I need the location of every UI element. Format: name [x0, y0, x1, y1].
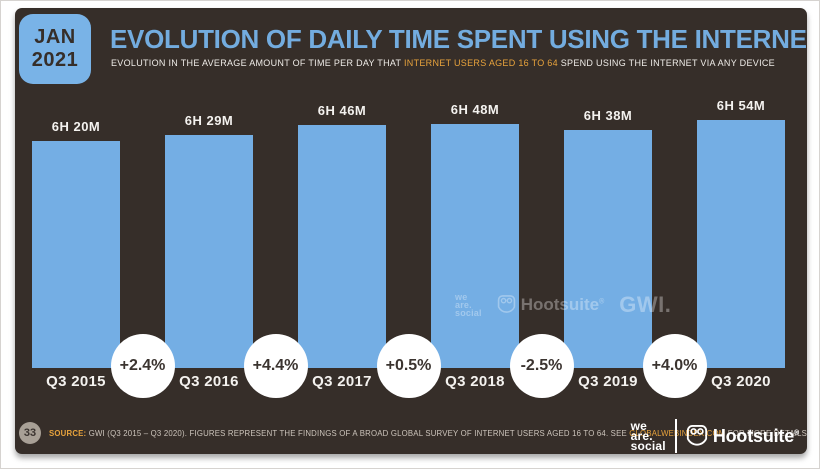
pct-change-badge: +2.4% [111, 334, 175, 398]
bar-value-label: 6H 48M [415, 102, 535, 117]
bar-value-label: 6H 20M [16, 119, 136, 134]
hootsuite-logo: Hootsuite® [686, 424, 799, 449]
bar-value-label: 6H 46M [282, 103, 402, 118]
pct-change-badge: -2.5% [510, 334, 574, 398]
hootsuite-owl-icon [686, 424, 708, 449]
bar-value-label: 6H 54M [681, 98, 801, 113]
pct-change-badge: +0.5% [377, 334, 441, 398]
hootsuite-logo-text: Hootsuite® [713, 426, 799, 447]
source-note: SOURCE: GWI (Q3 2015 – Q3 2020). FIGURES… [49, 429, 649, 438]
bar [165, 135, 253, 368]
bar [564, 130, 652, 368]
source-text-pre: GWI (Q3 2015 – Q3 2020). FIGURES REPRESE… [86, 429, 629, 438]
we-are-social-logo: we are. social [631, 421, 666, 451]
page-number-badge: 33 [19, 422, 41, 444]
bar-chart: 6H 20MQ3 20156H 29MQ3 20166H 46MQ3 20176… [15, 8, 807, 454]
report-slide: JAN 2021 EVOLUTION OF DAILY TIME SPENT U… [15, 8, 807, 454]
brand-logos: we are. social Hootsuite® [631, 416, 799, 454]
pct-change-badge: +4.4% [244, 334, 308, 398]
bar-value-label: 6H 29M [149, 113, 269, 128]
bar-value-label: 6H 38M [548, 108, 668, 123]
bar [32, 141, 120, 368]
source-label: SOURCE: [49, 429, 86, 438]
logo-divider [675, 419, 677, 453]
bar [697, 120, 785, 368]
bar [431, 124, 519, 368]
page-frame: JAN 2021 EVOLUTION OF DAILY TIME SPENT U… [0, 0, 820, 469]
pct-change-badge: +4.0% [643, 334, 707, 398]
bar [298, 125, 386, 368]
